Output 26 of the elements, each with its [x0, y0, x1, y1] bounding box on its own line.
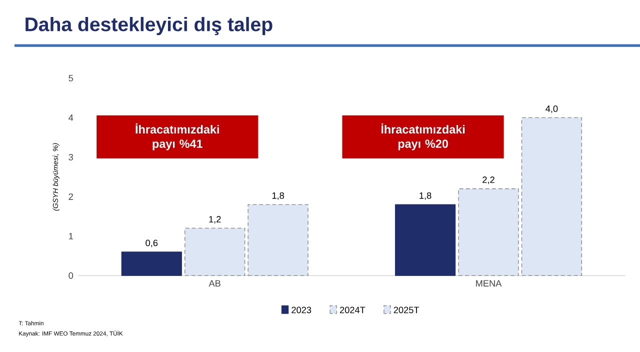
bar [248, 204, 308, 276]
bar [458, 188, 519, 276]
y-tick-label: 2 [68, 194, 73, 200]
x-tick-label: MENA [476, 280, 502, 287]
y-tick-label: 4 [68, 114, 74, 121]
data-label: 4,0 [546, 106, 558, 114]
y-tick-label: 0 [68, 272, 74, 279]
y-tick-label: 5 [68, 75, 74, 82]
data-label: 1,2 [209, 216, 221, 224]
x-tick-label: AB [208, 280, 220, 287]
y-tick-label: 1 [69, 233, 73, 240]
legend-label: 2024T [340, 306, 366, 314]
data-label: 1,8 [272, 192, 284, 200]
chart-title: Daha destekleyici dış talep [26, 17, 272, 36]
data-label: 0,6 [146, 240, 158, 248]
bar [121, 252, 182, 276]
annotation: İhracatımızdaki payı %20 [381, 123, 465, 150]
data-label: 1,8 [420, 192, 432, 200]
data-label: 2,2 [482, 176, 494, 184]
y-tick-label: 3 [68, 154, 73, 160]
annotation: İhracatımızdaki payı %41 [136, 123, 219, 150]
legend-label: 2025T [394, 306, 420, 314]
bar [395, 204, 456, 276]
legend-label: 2023 [292, 306, 312, 314]
bar [521, 117, 582, 276]
bar [184, 228, 246, 276]
